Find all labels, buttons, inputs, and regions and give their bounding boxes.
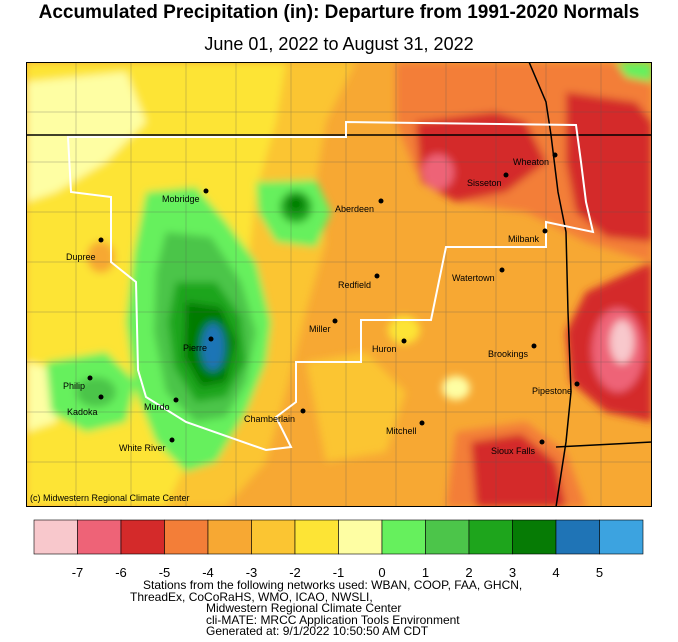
legend-tick-label: 1 (422, 565, 429, 580)
legend-tick-label: -1 (333, 565, 345, 580)
legend-swatch (251, 519, 296, 555)
city-label-murdo: Murdo (144, 402, 170, 412)
legend-tick-label: 2 (465, 565, 472, 580)
city-label-mitchell: Mitchell (386, 426, 417, 436)
state-borders (26, 62, 652, 507)
city-label-dupree: Dupree (66, 252, 96, 262)
city-label-milbank: Milbank (508, 234, 540, 244)
city-label-white-river: White River (119, 443, 166, 453)
legend-swatch (599, 519, 644, 555)
city-label-pipestone: Pipestone (532, 386, 572, 396)
city-label-watertown: Watertown (452, 273, 495, 283)
footer-line-mrcc: Midwestern Regional Climate Center (206, 601, 402, 615)
map-subtitle: June 01, 2022 to August 31, 2022 (204, 34, 474, 54)
precipitation-map: Mobridge Aberdeen Sisseton Wheaton Milba… (26, 62, 652, 507)
legend-tick-label: -2 (289, 565, 301, 580)
city-label-philip: Philip (63, 381, 85, 391)
legend-swatch (207, 519, 252, 555)
city-label-wheaton: Wheaton (513, 157, 549, 167)
legend-swatch (425, 519, 470, 555)
map-credit: (c) Midwestern Regional Climate Center (30, 493, 190, 503)
city-label-pierre: Pierre (183, 343, 207, 353)
legend-swatch (164, 519, 209, 555)
legend-swatch (381, 519, 426, 555)
legend-tick-label: 3 (509, 565, 516, 580)
footer-notes: Stations from the following networks use… (0, 578, 678, 638)
city-label-sisseton: Sisseton (467, 178, 502, 188)
color-legend: -7 -6 -5 -4 -3 -2 -1 0 1 2 3 4 5 (33, 519, 644, 580)
city-label-huron: Huron (372, 344, 397, 354)
legend-swatch (120, 519, 165, 555)
city-label-redfield: Redfield (338, 280, 371, 290)
legend-tick-label: -7 (72, 565, 84, 580)
legend-tick-label: 5 (596, 565, 603, 580)
footer-line-climate: cli-MATE: MRCC Application Tools Environ… (206, 612, 460, 627)
city-label-chamberlain: Chamberlain (244, 414, 295, 424)
city-label-brookings: Brookings (488, 349, 529, 359)
city-label-miller: Miller (309, 324, 331, 334)
legend-swatch (512, 519, 557, 555)
legend-swatch (338, 519, 383, 555)
legend-tick-label: -3 (246, 565, 258, 580)
legend-tick-label: -6 (115, 565, 127, 580)
city-label-aberdeen: Aberdeen (335, 204, 374, 214)
legend-swatch (33, 519, 78, 555)
forecast-area-boundary (66, 120, 595, 452)
footer-line-networks: Stations from the following networks use… (143, 578, 523, 592)
legend-swatch (77, 519, 122, 555)
legend-swatch (468, 519, 513, 555)
map-frame (26, 62, 652, 507)
city-label-sioux-falls: Sioux Falls (491, 446, 536, 456)
legend-tick-label: 4 (552, 565, 559, 580)
legend-tick-label: 0 (378, 565, 385, 580)
city-label-kadoka: Kadoka (67, 407, 98, 417)
legend-tick-label: -4 (202, 565, 214, 580)
city-label-mobridge: Mobridge (162, 194, 200, 204)
footer-line-networks-cont: ThreadEx, CoCoRaHS, WMO, ICAO, NWSLI, (130, 589, 373, 604)
legend-swatch (294, 519, 339, 555)
legend-swatch (555, 519, 600, 555)
footer-line-generated: Generated at: 9/1/2022 10:50:50 AM CDT (206, 624, 429, 638)
city-markers (87, 152, 580, 445)
map-title: Accumulated Precipitation (in): Departur… (38, 2, 640, 23)
legend-tick-label: -5 (159, 565, 171, 580)
